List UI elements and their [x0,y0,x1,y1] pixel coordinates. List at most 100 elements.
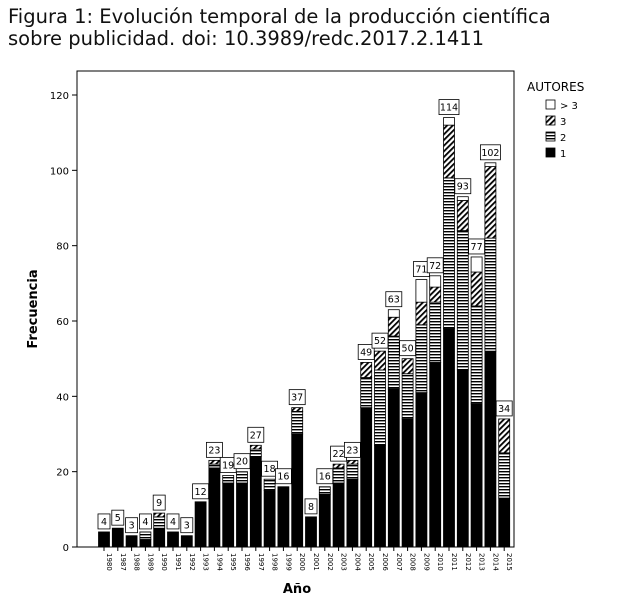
bar-segment-2 [139,531,152,540]
total-label: 114 [440,103,458,114]
total-label: 16 [319,472,331,483]
x-tick-label: 1999 [284,553,292,571]
bar-segment-3 [484,166,497,239]
total-label: 93 [457,182,469,193]
total-label-box [495,400,513,417]
bar-segment-2 [401,373,414,420]
bar-segment-3 [387,309,400,318]
bar-segment-1 [318,493,331,548]
bar-segment-3 [415,301,428,326]
x-tick-label: 1988 [133,553,141,571]
bar-segment-1 [139,539,152,548]
x-axis: 1980 1987 1988 1989 1990 1991 1992 1993 1994 1995… [103,547,513,571]
bar-segment-1 [222,482,235,548]
x-tick-label: 1987 [119,553,127,571]
x-tick-label: 1998 [271,553,279,571]
bar-segment-1 [401,418,414,548]
total-label: 3 [184,521,190,532]
legend-label: > 3 [560,101,578,112]
bar-segment-3 [443,117,455,126]
bar-segment-1 [291,433,304,548]
total-label-box [288,389,306,406]
bar-segment-2 [236,471,248,484]
total-label: 27 [250,430,262,441]
total-label-box [166,513,180,530]
y-tick-label: 20 [56,468,69,479]
total-label: 16 [277,472,289,483]
bar-segment-1 [305,516,317,548]
bar-segment-1 [374,444,386,548]
bar-segment-3 [153,512,166,518]
bar-segment-3 [443,124,455,179]
legend-swatch [545,99,556,110]
total-label: 9 [156,498,162,509]
bar-segment-2 [222,475,235,484]
total-label: 23 [346,445,358,456]
bar-segment-1 [360,407,373,548]
bar-segment-2 [429,301,442,363]
bar-segment-1 [387,388,400,548]
total-label: 8 [308,502,314,513]
x-tick-label: 2009 [422,553,430,571]
x-tick-label: 1994 [215,553,223,571]
bar-segment-2 [153,516,166,529]
bar-segment-2 [346,463,359,480]
bar-segment-3 [470,256,483,273]
total-label: 77 [471,242,483,253]
total-label: 19 [222,460,234,471]
legend: AUTORES > 3 3 2 1 [527,80,584,160]
bar-segment-1 [180,535,193,548]
total-label: 63 [388,295,400,306]
bar-segment-1 [456,369,469,548]
x-tick-label: 1980 [105,553,113,571]
total-label-box [111,509,125,526]
total-label: 34 [498,404,510,415]
total-label-box [438,99,460,115]
bar-segment-1 [194,501,207,548]
bar-segment-1 [415,392,428,548]
x-tick-label: 2006 [381,553,389,571]
x-tick-label: 1992 [188,553,196,571]
x-tick-label: 2015 [505,553,513,571]
bar-segment-1 [443,328,455,548]
y-axis-label: Frecuencia [26,269,41,348]
y-tick-label: 120 [50,91,69,102]
y-tick-label: 100 [50,166,69,177]
bar-segment-2 [208,463,221,469]
total-label: 4 [170,517,176,528]
bar-segment-1 [484,350,497,548]
x-axis-label: Año [283,582,311,597]
bar-segment-1 [153,527,166,548]
x-tick-label: 2004 [353,553,361,571]
total-label: 12 [195,487,207,498]
bar-segment-2 [318,486,331,495]
bar-segment-2 [443,177,455,329]
x-tick-label: 2011 [450,553,458,571]
legend-label: 2 [560,133,566,144]
x-tick-label: 1989 [146,553,154,571]
bar-segment-3 [374,350,386,371]
total-label: 5 [115,513,121,524]
total-label: 4 [142,517,148,528]
bar-segment-1 [470,403,483,548]
bar-segment-2 [456,230,469,371]
figure-caption: Figura 1: Evolución temporal de la produ… [8,6,620,50]
bar-segment-3 [470,271,483,307]
bar-segment-2 [263,478,276,491]
x-tick-label: 1997 [257,553,265,571]
bar-segment-1 [277,486,290,548]
x-tick-label: 2000 [298,553,306,571]
x-tick-label: 2013 [478,553,486,571]
y-tick-label: 80 [56,242,69,253]
total-label-box [180,517,194,534]
x-tick-label: 2014 [491,553,499,571]
x-tick-label: 2001 [312,553,320,571]
total-label: 71 [415,265,427,276]
x-tick-label: 2005 [367,553,375,571]
bar-segment-2 [498,452,511,499]
bar-segment-2 [387,335,400,390]
legend-swatch [545,147,556,158]
y-tick-label: 0 [63,543,69,554]
bar-segment-1 [98,531,110,548]
total-label: 3 [129,521,135,532]
